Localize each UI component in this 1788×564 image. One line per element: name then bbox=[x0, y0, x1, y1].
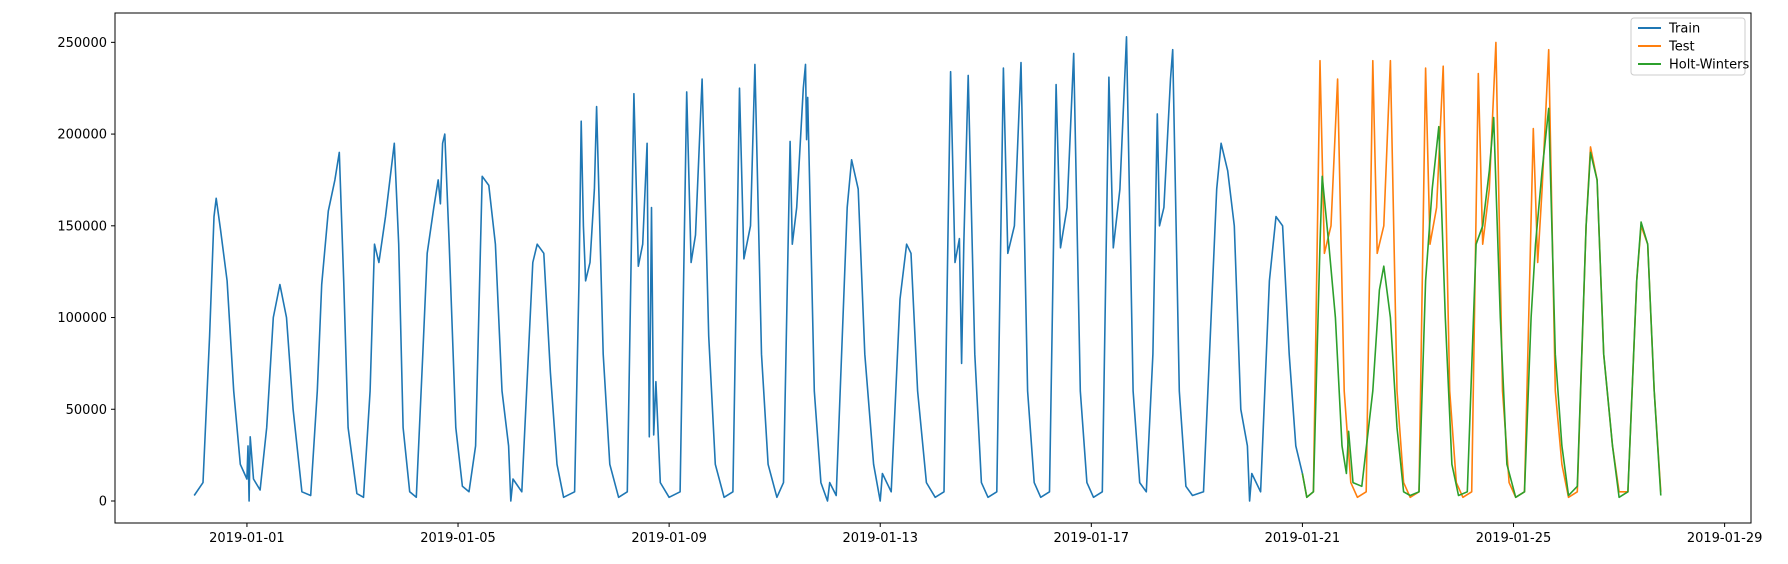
series-line-train bbox=[193, 36, 1304, 502]
x-tick-label: 2019-01-09 bbox=[631, 531, 707, 546]
y-tick-label: 200000 bbox=[57, 128, 107, 143]
x-tick-label: 2019-01-05 bbox=[420, 531, 496, 546]
legend-label-holt-winters: Holt-Winters bbox=[1669, 58, 1749, 73]
series-line-holt-winters bbox=[1301, 107, 1662, 499]
y-tick-label: 50000 bbox=[66, 403, 107, 418]
x-tick-label: 2019-01-01 bbox=[209, 531, 285, 546]
x-tick-label: 2019-01-29 bbox=[1687, 531, 1763, 546]
legend-label-test: Test bbox=[1668, 40, 1695, 55]
x-tick-label: 2019-01-25 bbox=[1476, 531, 1552, 546]
y-tick-label: 0 bbox=[99, 494, 107, 509]
legend-label-train: Train bbox=[1668, 22, 1700, 37]
y-tick-label: 100000 bbox=[57, 311, 107, 326]
x-tick-label: 2019-01-13 bbox=[842, 531, 918, 546]
x-tick-label: 2019-01-21 bbox=[1265, 531, 1341, 546]
legend-box bbox=[1630, 17, 1746, 76]
y-tick-label: 250000 bbox=[57, 36, 107, 51]
x-tick-label: 2019-01-17 bbox=[1054, 531, 1130, 546]
y-axis: 0 50000 100000 150000 200000 250000 bbox=[57, 36, 115, 509]
y-tick-label: 150000 bbox=[57, 219, 107, 234]
plot-frame bbox=[114, 12, 1752, 524]
x-axis: 2019-01-01 2019-01-05 2019-01-09 2019-01-13… bbox=[209, 523, 1762, 546]
series-lines bbox=[193, 36, 1662, 502]
legend: Train Test Holt-Winters bbox=[1630, 17, 1749, 76]
